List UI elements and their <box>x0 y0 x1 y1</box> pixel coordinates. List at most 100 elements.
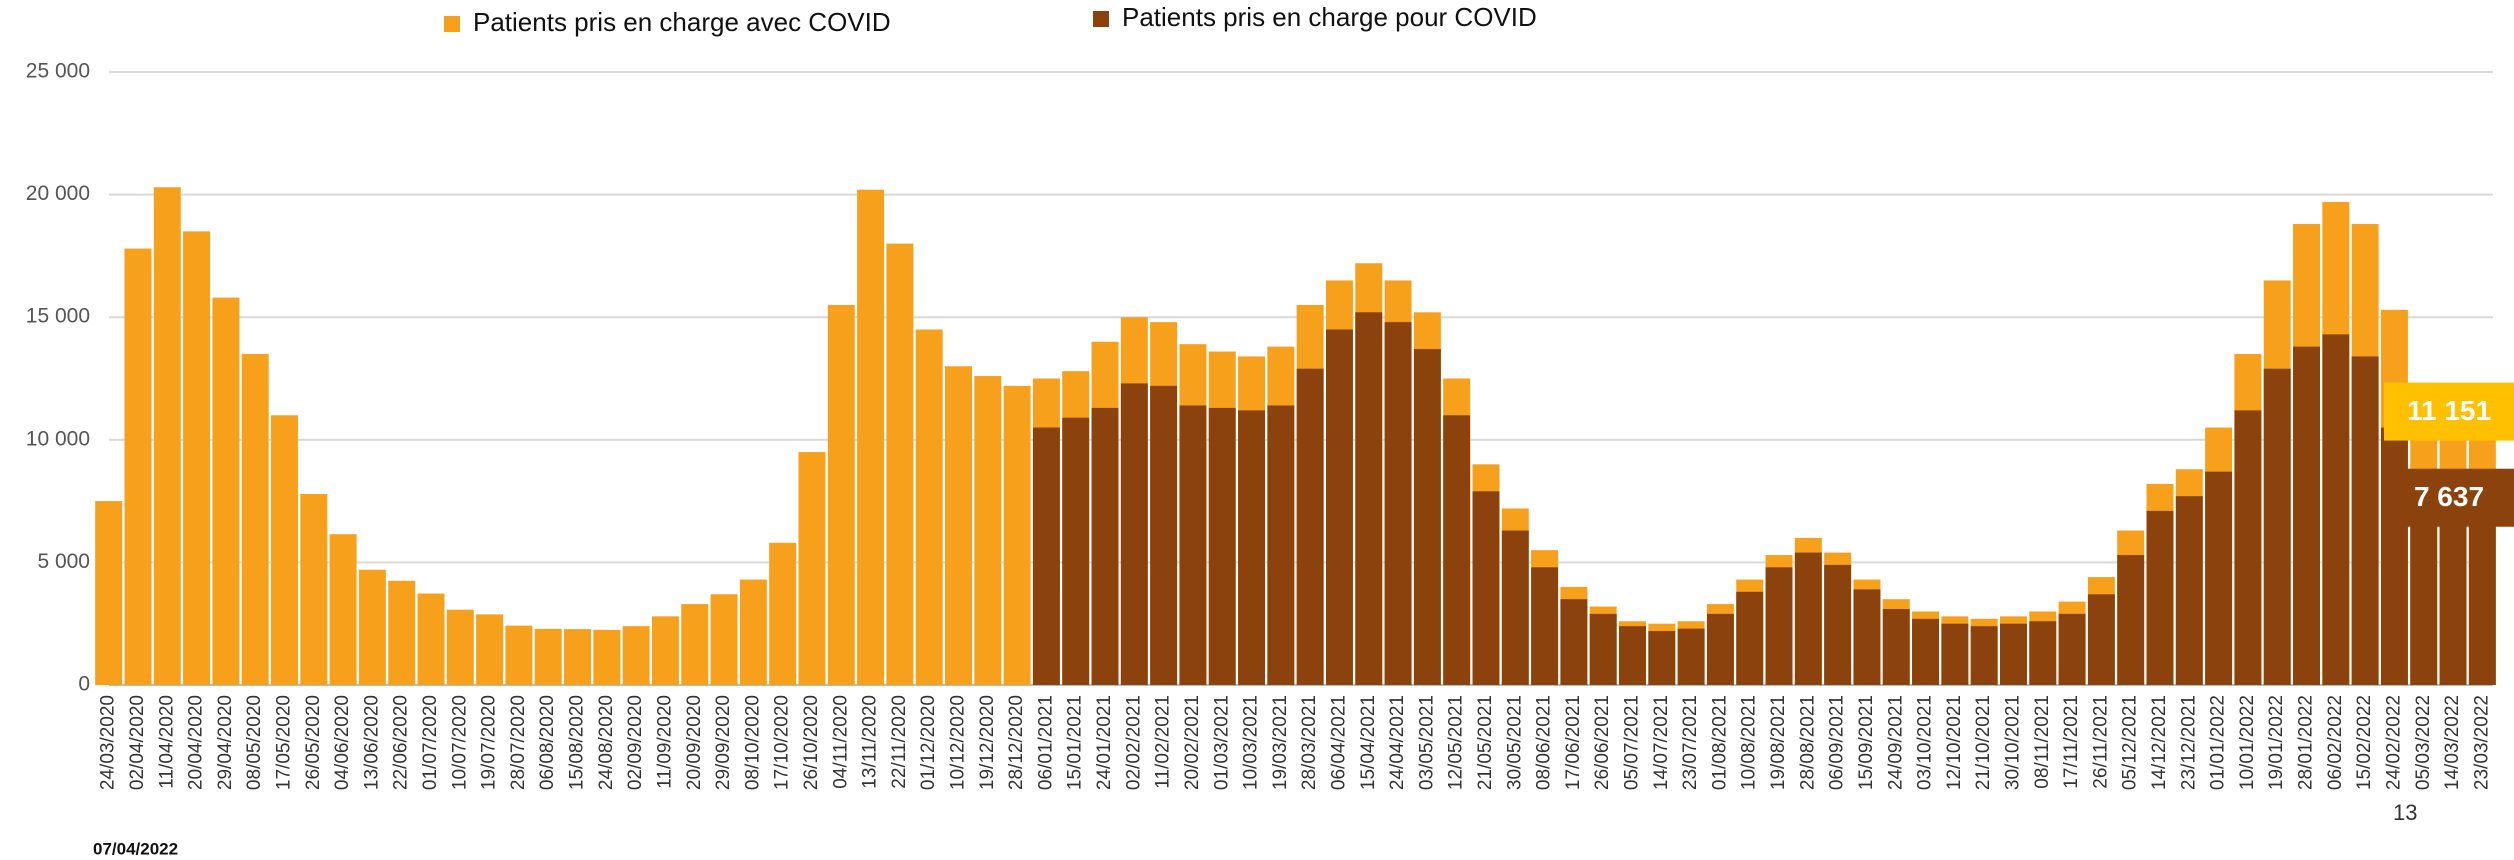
x-tick-label: 24/04/2021 <box>1387 695 1408 790</box>
bar <box>358 569 386 685</box>
bar <box>1238 410 1266 685</box>
x-tick-label: 08/11/2021 <box>2032 695 2053 789</box>
bar <box>153 187 181 685</box>
x-tick-label: 06/02/2022 <box>2325 695 2346 790</box>
bar <box>1208 407 1236 685</box>
x-tick-label: 23/12/2021 <box>2178 695 2199 790</box>
value-label: 7 637 <box>2414 481 2484 512</box>
x-tick-label: 03/05/2021 <box>1416 695 1437 790</box>
x-tick-label: 30/10/2021 <box>2002 695 2023 790</box>
bar <box>534 628 562 685</box>
bar <box>974 376 1002 685</box>
bar <box>1677 628 1705 685</box>
y-tick-label: 10 000 <box>26 427 90 450</box>
value-label: 11 151 <box>2407 395 2491 426</box>
x-tick-label: 26/11/2021 <box>2090 695 2111 789</box>
x-tick-label: 29/09/2020 <box>713 695 734 790</box>
x-tick-label: 10/07/2020 <box>449 695 470 790</box>
bar <box>1120 383 1148 685</box>
bar <box>564 629 592 685</box>
bar <box>681 604 709 685</box>
x-tick-label: 17/06/2021 <box>1563 695 1584 790</box>
x-tick-label: 06/09/2021 <box>1827 695 1848 790</box>
x-tick-label: 15/08/2020 <box>567 695 588 790</box>
x-tick-label: 23/03/2022 <box>2471 695 2492 790</box>
x-tick-label: 01/03/2021 <box>1211 695 1232 790</box>
x-tick-label: 10/03/2021 <box>1241 695 1262 790</box>
x-tick-label: 02/02/2021 <box>1123 695 1144 790</box>
x-tick-label: 24/02/2022 <box>2383 695 2404 790</box>
x-tick-label: 19/08/2021 <box>1768 695 1789 790</box>
bar <box>827 304 855 685</box>
bar <box>2058 613 2086 685</box>
bar <box>212 297 240 685</box>
bar <box>886 243 914 685</box>
bar <box>1589 613 1617 685</box>
bar <box>1560 599 1588 685</box>
y-tick-label: 0 <box>78 673 90 696</box>
x-tick-label: 13/06/2020 <box>361 695 382 790</box>
x-tick-label: 08/06/2021 <box>1534 695 1555 790</box>
bar <box>1091 407 1119 685</box>
x-tick-label: 26/06/2021 <box>1592 695 1613 790</box>
bar <box>2087 594 2115 685</box>
y-tick-label: 25 000 <box>26 60 90 83</box>
bar <box>915 329 943 685</box>
bar <box>769 542 797 685</box>
x-tick-label: 06/08/2020 <box>537 695 558 790</box>
x-tick-label: 11/09/2020 <box>654 695 675 789</box>
x-tick-label: 06/01/2021 <box>1035 695 1056 790</box>
bar <box>1882 608 1910 685</box>
x-tick-label: 02/04/2020 <box>127 695 148 790</box>
bar <box>1912 618 1940 685</box>
bar <box>329 534 357 685</box>
bar <box>417 593 445 685</box>
bar <box>2293 346 2320 685</box>
x-tick-label: 26/10/2020 <box>801 695 822 790</box>
x-tick-label: 28/01/2022 <box>2296 695 2317 790</box>
x-tick-label: 15/01/2021 <box>1065 695 1086 790</box>
x-tick-label: 28/12/2020 <box>1006 695 1027 790</box>
bar <box>1062 417 1090 685</box>
bar <box>1853 589 1881 685</box>
x-tick-label: 01/01/2022 <box>2208 695 2229 790</box>
x-tick-label: 21/10/2021 <box>1973 695 1994 790</box>
bar <box>183 231 211 685</box>
legend-swatch <box>444 16 460 32</box>
x-tick-label: 26/05/2020 <box>303 695 324 790</box>
page-number: 13 <box>2393 800 2417 825</box>
bar <box>1384 322 1412 685</box>
y-tick-label: 15 000 <box>26 305 90 328</box>
legend-label: Patients pris en charge pour COVID <box>1122 2 1537 32</box>
bar <box>1003 385 1031 685</box>
bar <box>1765 567 1793 685</box>
x-tick-label: 02/09/2020 <box>625 695 646 790</box>
bar <box>1970 626 1998 685</box>
x-tick-label: 28/03/2021 <box>1299 695 1320 790</box>
x-tick-label: 04/11/2020 <box>830 695 851 789</box>
x-tick-label: 19/03/2021 <box>1270 695 1291 790</box>
bar <box>476 614 504 685</box>
bar <box>95 501 123 685</box>
x-tick-label: 29/04/2020 <box>215 695 236 790</box>
bar <box>1501 530 1529 685</box>
x-tick-label: 03/10/2021 <box>1915 695 1936 790</box>
x-tick-label: 12/05/2021 <box>1446 695 1467 790</box>
x-tick-label: 15/09/2021 <box>1856 695 1877 790</box>
bar <box>2380 427 2408 685</box>
value-label-box <box>2384 468 2514 527</box>
bar <box>857 189 885 686</box>
x-tick-label: 24/01/2021 <box>1094 695 1115 790</box>
bar <box>2234 410 2262 685</box>
bar <box>1736 591 1764 685</box>
bar <box>124 248 152 685</box>
x-tick-label: 12/10/2021 <box>1944 695 1965 790</box>
bar <box>2117 555 2145 685</box>
bar <box>1179 405 1207 685</box>
bar <box>1706 613 1734 685</box>
bar <box>1824 564 1852 685</box>
x-tick-label: 17/10/2020 <box>772 695 793 790</box>
x-tick-label: 13/11/2020 <box>860 695 881 789</box>
bar <box>593 629 621 685</box>
